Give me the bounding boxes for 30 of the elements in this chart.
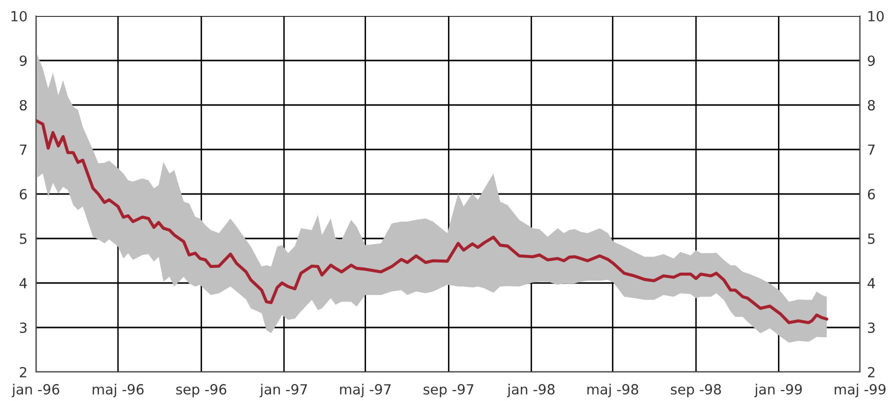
x-tick-label: jan -99 (754, 384, 802, 398)
x-tick-label: sep -98 (670, 384, 721, 398)
y-tick-label: 3 (20, 322, 27, 333)
x-tick-label: sep -96 (176, 384, 226, 398)
x-tick-label: jan -98 (506, 384, 555, 398)
y-tick-label: 7 (20, 144, 26, 155)
y-tick-label: 5 (20, 234, 26, 244)
y2-tick-label: 10 (868, 10, 884, 22)
x-tick-label: maj -97 (340, 384, 391, 398)
line-series (36, 119, 828, 324)
y2-tick-label: 5 (868, 234, 875, 244)
y2-tick-label: 4 (868, 278, 875, 288)
x-tick-label: jan -97 (260, 384, 307, 398)
y2-tick-label: 7 (868, 144, 875, 155)
x-tick-label: maj -96 (92, 384, 144, 398)
y-tick-label: 8 (20, 100, 27, 110)
x-tick-label: maj -99 (834, 384, 886, 398)
y-tick-label: 9 (20, 55, 27, 66)
x-tick-label: maj -98 (587, 384, 638, 398)
y2-tick-label: 2 (868, 366, 874, 378)
y2-tick-label: 6 (868, 188, 875, 200)
y2-tick-label: 9 (868, 55, 875, 66)
x-tick-label: sep -97 (424, 384, 474, 398)
y2-tick-label: 8 (868, 100, 875, 110)
y-tick-label: 10 (12, 10, 27, 22)
x-tick-label: jan -96 (12, 384, 60, 398)
y-tick-label: 4 (20, 278, 27, 288)
y-tick-label: 6 (20, 188, 27, 200)
y-tick-label: 2 (20, 366, 26, 378)
y2-tick-label: 3 (868, 322, 875, 333)
